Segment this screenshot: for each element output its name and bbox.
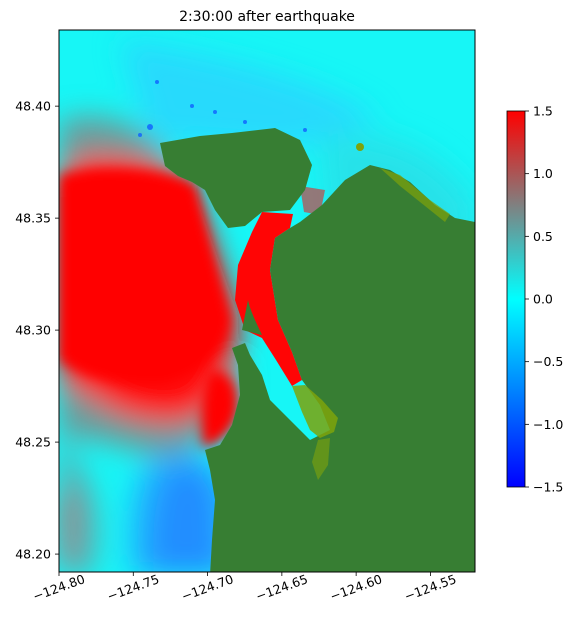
colorbar bbox=[506, 110, 526, 488]
water-field-north-blue bbox=[120, 40, 380, 150]
intertidal-north-shore bbox=[380, 168, 450, 222]
islet bbox=[356, 143, 364, 151]
colorbar-tick-label: 1.5 bbox=[533, 104, 553, 119]
y-axis: 48.20 48.25 48.30 48.35 48.40 bbox=[15, 99, 59, 562]
x-tick-label: −124.75 bbox=[105, 571, 161, 604]
x-tick-label: −124.80 bbox=[31, 571, 87, 604]
inlet-channel bbox=[235, 212, 302, 386]
colorbar-tick-label: −1.5 bbox=[533, 480, 563, 495]
x-tick-label: −124.55 bbox=[402, 571, 458, 604]
colorbar-tick-label: −1.0 bbox=[533, 417, 563, 432]
y-tick-label: 48.35 bbox=[15, 211, 51, 226]
water-field-red-sw bbox=[59, 490, 75, 565]
y-tick-label: 48.30 bbox=[15, 323, 51, 338]
water-field-blue-ring bbox=[128, 451, 232, 572]
chart-title: 2:30:00 after earthquake bbox=[179, 9, 355, 25]
water-field-red-core bbox=[60, 169, 230, 385]
colorbar-tick-label: 1.0 bbox=[533, 166, 553, 181]
y-tick-label: 48.25 bbox=[15, 435, 51, 450]
y-tick-label: 48.20 bbox=[15, 547, 51, 562]
x-tick-label: −124.65 bbox=[254, 571, 310, 604]
water-field-red-inlet bbox=[201, 370, 239, 447]
colorbar-tick-label: −0.5 bbox=[533, 354, 563, 369]
colorbar-tick-label: 0.0 bbox=[533, 292, 553, 307]
land-east bbox=[205, 165, 475, 572]
colorbar-tick-label: 0.5 bbox=[533, 229, 553, 244]
plot-frame bbox=[58, 29, 476, 573]
y-tick-label: 48.40 bbox=[15, 99, 51, 114]
intertidal-flats bbox=[292, 385, 338, 438]
x-tick-label: −124.70 bbox=[179, 571, 235, 604]
x-axis: −124.80 −124.75 −124.70 −124.65 −124.60 −124.… bbox=[31, 571, 459, 604]
x-tick-label: −124.60 bbox=[328, 571, 384, 604]
nearshore-speckles bbox=[138, 80, 307, 137]
land-north-peninsula bbox=[160, 128, 312, 228]
intertidal-strip bbox=[312, 438, 330, 480]
plot-area bbox=[59, 30, 475, 572]
land-central-arm bbox=[242, 300, 262, 335]
colorbar-axis: 1.5 1.0 0.5 0.0 −0.5 −1.0 −1.5 bbox=[525, 104, 563, 495]
